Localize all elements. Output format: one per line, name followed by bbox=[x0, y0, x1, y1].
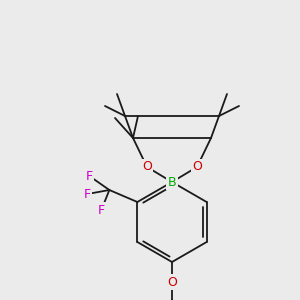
Text: F: F bbox=[84, 188, 91, 200]
Text: O: O bbox=[192, 160, 202, 173]
Text: O: O bbox=[167, 275, 177, 289]
Text: O: O bbox=[142, 160, 152, 173]
Text: B: B bbox=[168, 176, 176, 188]
Text: F: F bbox=[98, 203, 105, 217]
Text: F: F bbox=[86, 169, 93, 182]
